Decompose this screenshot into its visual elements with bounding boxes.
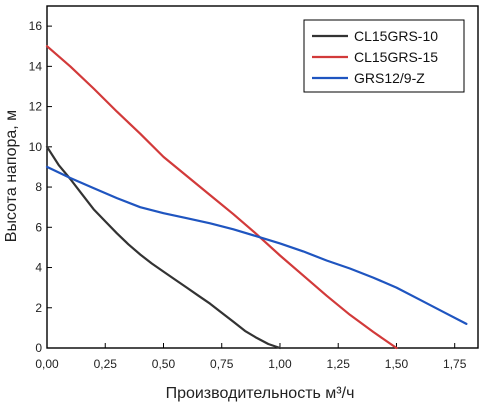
x-tick-label: 0,50 — [152, 357, 176, 371]
y-tick-label: 10 — [29, 140, 43, 154]
y-tick-label: 14 — [29, 59, 43, 73]
legend-label: CL15GRS-15 — [354, 49, 438, 65]
plot-frame — [46, 5, 479, 349]
x-tick-label: 1,50 — [385, 357, 409, 371]
axes: 0,00 0,25 0,50 0,75 1,00 1,25 1,50 1,75 0 2 4 6 8 10 1… — [29, 5, 479, 371]
legend-label: GRS12/9-Z — [354, 70, 425, 86]
x-axis-title: Производительность м³/ч — [166, 385, 355, 402]
x-tick-label: 0,25 — [94, 357, 118, 371]
series-line-2 — [45, 45, 398, 350]
y-tick-label: 4 — [35, 261, 42, 275]
x-tick-label: 0,75 — [210, 357, 234, 371]
y-axis-title: Высота напора, м — [3, 110, 20, 242]
legend: CL15GRS-10 CL15GRS-15 GRS12/9-Z — [303, 19, 465, 93]
y-tick-label: 8 — [35, 180, 42, 194]
y-tick-label: 12 — [29, 100, 43, 114]
y-tick-label: 0 — [35, 341, 42, 355]
x-tick-label: 1,75 — [443, 357, 467, 371]
y-tick-label: 16 — [29, 19, 43, 33]
x-tick-label: 1,00 — [268, 357, 292, 371]
x-tick-label: 1,25 — [327, 357, 351, 371]
y-tick-label: 2 — [35, 301, 42, 315]
series-line-1 — [45, 145, 282, 350]
series-layer — [45, 45, 468, 350]
series-line-3 — [45, 165, 468, 325]
legend-label: CL15GRS-10 — [354, 28, 438, 44]
y-tick-label: 6 — [35, 220, 42, 234]
x-tick-label: 0,00 — [35, 357, 59, 371]
